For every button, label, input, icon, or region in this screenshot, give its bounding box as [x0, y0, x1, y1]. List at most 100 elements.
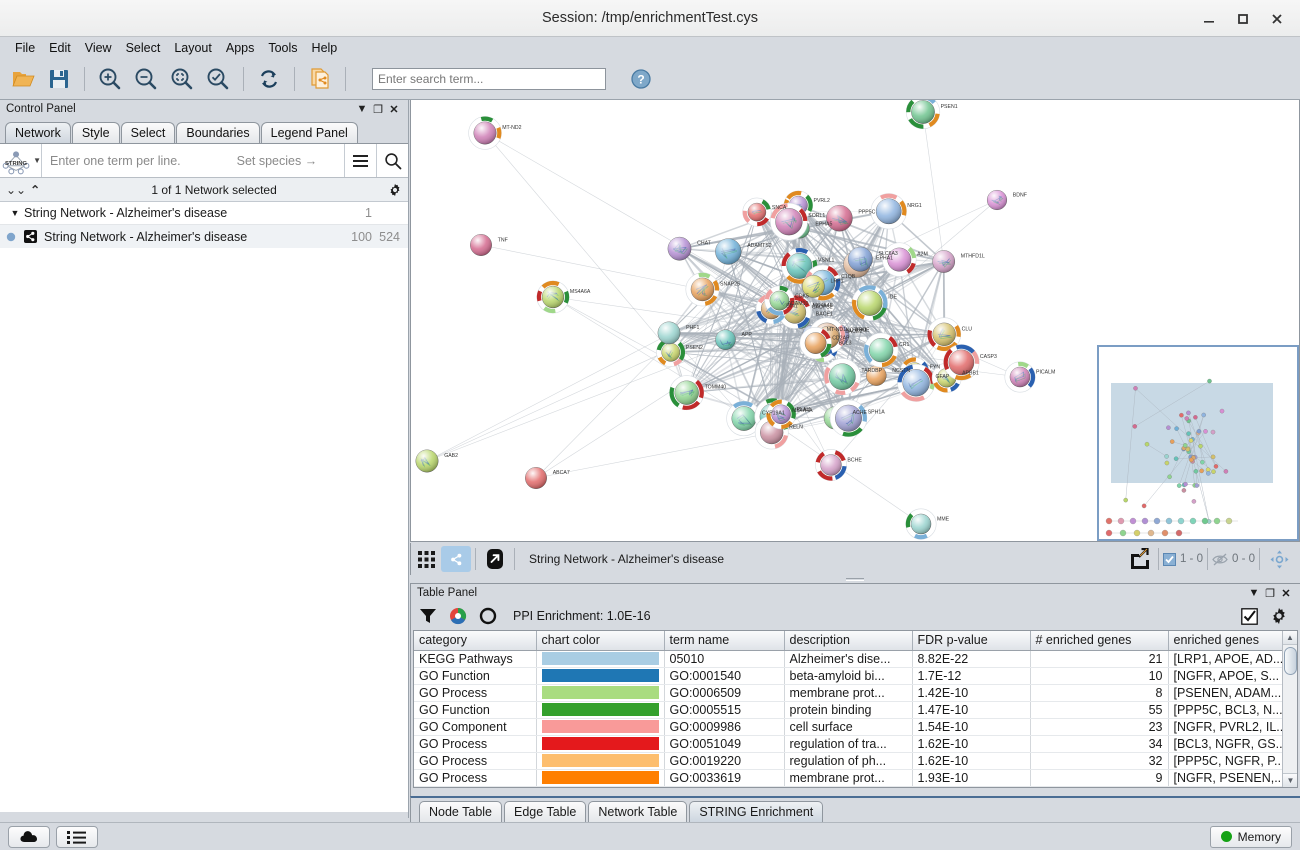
gear-icon[interactable]	[388, 183, 402, 197]
network-node[interactable]	[1004, 361, 1036, 393]
cloud-icon[interactable]	[8, 825, 50, 848]
maximize-button[interactable]	[1226, 4, 1260, 34]
network-node[interactable]	[525, 467, 547, 489]
network-node[interactable]	[656, 337, 686, 367]
control-panel-float-icon[interactable]: ❐	[373, 103, 383, 116]
export-arrow-icon[interactable]	[480, 546, 510, 572]
table-row[interactable]: GO Function GO:0001540 beta-amyloid bi... 1…	[414, 667, 1286, 685]
network-node[interactable]	[851, 285, 888, 322]
scroll-thumb[interactable]	[1284, 647, 1297, 675]
chevron-down-icon[interactable]: ▼	[33, 156, 41, 165]
tab-node-table[interactable]: Node Table	[419, 801, 503, 822]
network-node[interactable]	[657, 321, 681, 345]
control-panel-dropdown-icon[interactable]: ▼	[356, 103, 368, 115]
network-node[interactable]	[863, 332, 899, 368]
network-node[interactable]	[943, 344, 980, 381]
network-node[interactable]	[905, 508, 937, 540]
scroll-down-arrow[interactable]: ▼	[1283, 773, 1297, 787]
menu-select[interactable]: Select	[125, 41, 161, 55]
table-row[interactable]: GO Process GO:0006509 membrane prot... 1.42…	[414, 684, 1286, 702]
menu-apps[interactable]: Apps	[225, 41, 255, 55]
hidden-nodes-counter[interactable]: 0 - 0	[1212, 553, 1255, 566]
zoom-fit-icon[interactable]	[165, 63, 199, 95]
task-list-icon[interactable]	[56, 825, 98, 848]
menu-tools[interactable]: Tools	[268, 41, 298, 55]
donut-chart-icon[interactable]	[479, 607, 497, 625]
column-header-fdr-pvalue[interactable]: FDR p-value	[912, 631, 1031, 651]
save-icon[interactable]	[42, 63, 76, 95]
network-node[interactable]	[815, 449, 847, 481]
string-query-input[interactable]: Enter one term per line. Set species →	[42, 144, 344, 177]
network-node[interactable]	[799, 327, 832, 360]
table-row[interactable]: GO Process GO:0019220 regulation of ph... 1…	[414, 752, 1286, 770]
refresh-icon[interactable]	[252, 63, 286, 95]
network-node[interactable]	[715, 238, 742, 265]
network-node[interactable]	[667, 236, 692, 261]
tab-legend-panel[interactable]: Legend Panel	[260, 122, 358, 143]
network-canvas[interactable]: MT-ND2 MT-ND1 VSNL1 GAB2 FYN NCSTN ABCA7 CHAT AC…	[410, 100, 1300, 542]
column-header-chart-color[interactable]: chart color	[536, 631, 665, 651]
network-node[interactable]	[986, 189, 1008, 211]
network-node[interactable]	[685, 272, 720, 307]
search-input[interactable]: Enter search term...	[372, 68, 606, 90]
menu-view[interactable]: View	[84, 41, 112, 55]
column-header-category[interactable]: category	[414, 631, 537, 651]
tab-boundaries[interactable]: Boundaries	[176, 122, 260, 143]
network-node[interactable]	[882, 242, 917, 277]
table-row[interactable]: GO Process GO:0051049 regulation of tra...…	[414, 735, 1286, 753]
tab-style[interactable]: Style	[71, 122, 120, 143]
network-node[interactable]	[769, 202, 808, 241]
enrichment-table[interactable]: category chart color term name descripti…	[413, 630, 1298, 788]
table-panel-close-icon[interactable]: ✕	[1281, 587, 1291, 600]
table-row[interactable]: GO Component GO:0009986 cell surface 1.54E-…	[414, 718, 1286, 736]
tab-network-table[interactable]: Network Table	[588, 801, 688, 822]
network-node[interactable]	[669, 375, 705, 411]
tree-network-row[interactable]: String Network - Alzheimer's disease 100…	[0, 225, 408, 248]
column-header-term-name[interactable]: term name	[664, 631, 785, 651]
tab-select[interactable]: Select	[120, 122, 176, 143]
chevron-down-icon[interactable]: ▼	[10, 208, 20, 218]
network-node[interactable]	[829, 399, 868, 437]
column-header-enriched-genes[interactable]: enriched genes	[1168, 631, 1286, 651]
tree-group-row[interactable]: ▼ String Network - Alzheimer's disease 1	[0, 202, 408, 225]
network-graph[interactable]: MT-ND2 MT-ND1 VSNL1 GAB2 FYN NCSTN ABCA7 CHAT AC…	[411, 100, 1299, 540]
filter-icon[interactable]	[419, 607, 437, 625]
table-row[interactable]: GO Process GO:0033619 membrane prot... 1.93…	[414, 769, 1286, 787]
panel-split-handle[interactable]	[410, 575, 1300, 583]
network-node[interactable]	[468, 116, 502, 150]
network-node[interactable]	[870, 193, 907, 230]
magnifier-icon[interactable]	[376, 144, 408, 177]
scroll-up-arrow[interactable]: ▲	[1283, 631, 1297, 645]
network-node[interactable]	[905, 100, 941, 130]
copy-share-icon[interactable]	[303, 63, 337, 95]
network-node[interactable]	[536, 280, 570, 314]
memory-button[interactable]: Memory	[1209, 825, 1292, 848]
table-vertical-scrollbar[interactable]: ▲ ▼	[1282, 631, 1297, 787]
network-node[interactable]	[764, 285, 795, 316]
network-node[interactable]	[932, 250, 956, 273]
tab-string-enrichment[interactable]: STRING Enrichment	[689, 801, 824, 822]
network-node[interactable]	[415, 449, 439, 473]
chevron-double-down-icon[interactable]: ⌄⌄	[6, 182, 27, 197]
network-node[interactable]	[826, 204, 853, 232]
table-row[interactable]: KEGG Pathways 05010 Alzheimer's dise... 8.8…	[414, 650, 1286, 668]
table-panel-float-icon[interactable]: ❐	[1265, 587, 1275, 600]
network-node[interactable]	[866, 365, 887, 386]
select-all-checkbox-icon[interactable]	[1241, 607, 1258, 625]
tab-network[interactable]: Network	[5, 122, 71, 143]
zoom-selected-icon[interactable]	[201, 63, 235, 95]
string-logo-icon[interactable]: STRING ▼	[0, 144, 42, 177]
network-node[interactable]	[766, 399, 797, 430]
grid-layout-icon[interactable]	[411, 546, 441, 572]
network-node[interactable]	[470, 234, 492, 256]
set-species-link[interactable]: Set species →	[236, 153, 318, 168]
chevron-double-up-icon[interactable]: ⌃	[30, 182, 41, 197]
network-node[interactable]	[897, 363, 936, 402]
tab-edge-table[interactable]: Edge Table	[504, 801, 587, 822]
close-button[interactable]	[1260, 4, 1294, 34]
help-icon[interactable]: ?	[624, 63, 658, 95]
network-node[interactable]	[742, 197, 772, 227]
control-panel-close-icon[interactable]: ✕	[389, 103, 399, 116]
network-node[interactable]	[715, 329, 736, 350]
network-overview-panel[interactable]	[1097, 345, 1299, 541]
